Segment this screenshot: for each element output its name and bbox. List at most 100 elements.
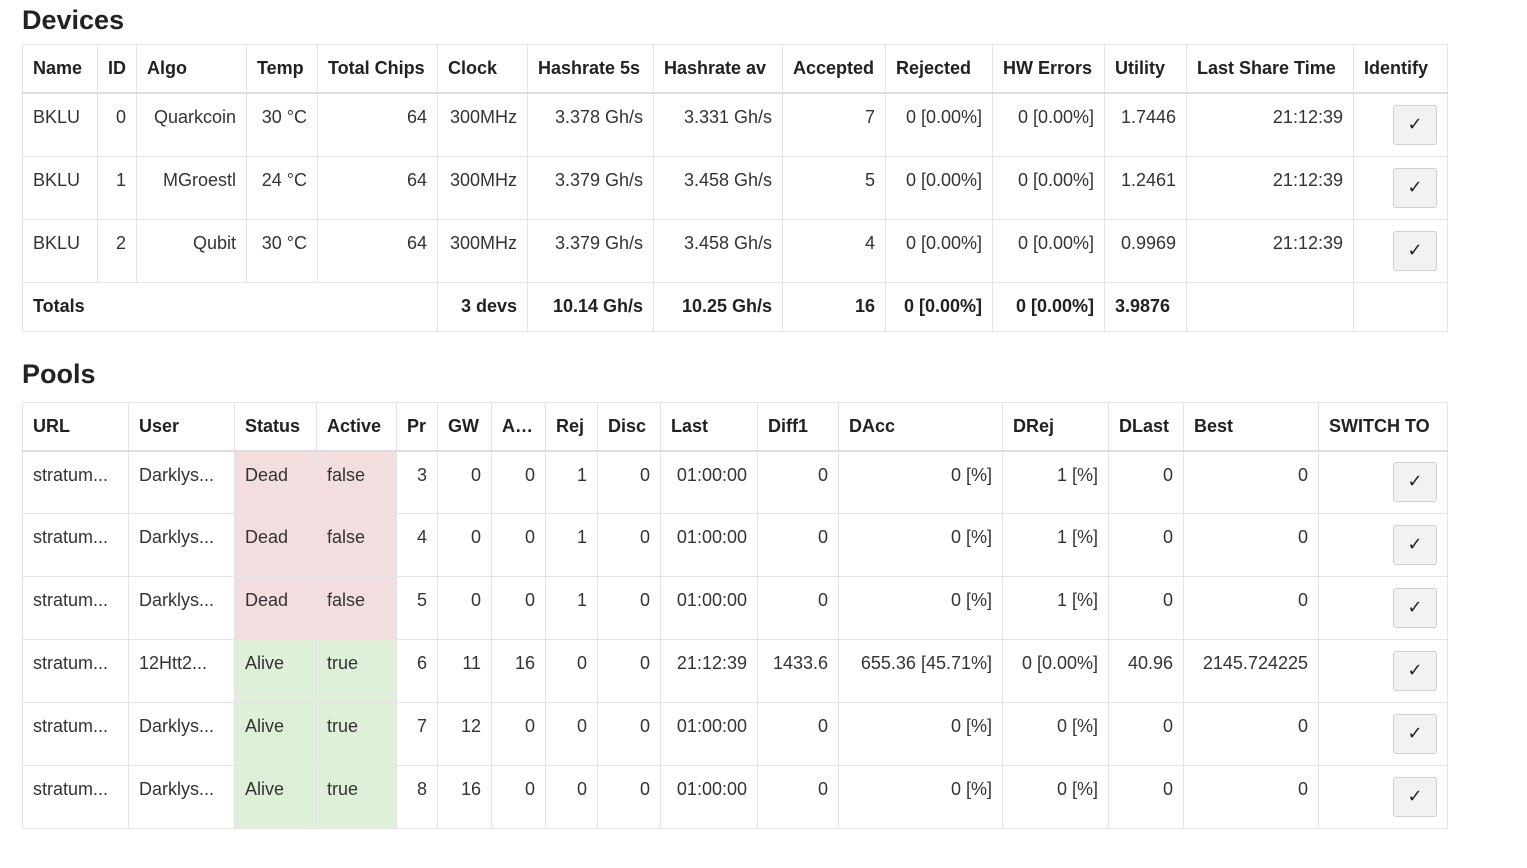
pool-dacc: 655.36 [45.71%] <box>838 639 1003 703</box>
col-id: ID <box>97 44 137 94</box>
device-clock: 300MHz <box>437 92 528 157</box>
identify-button[interactable]: ✓ <box>1393 230 1437 271</box>
switch-to-button[interactable]: ✓ <box>1393 462 1437 503</box>
devices-header-row: Name ID Algo Temp Total Chips Clock Hash… <box>22 44 1448 94</box>
pool-drej: 0 [0.00%] <box>1002 639 1109 703</box>
switch-cell: ✓ <box>1318 513 1448 577</box>
pool-url: stratum... <box>22 450 129 514</box>
pool-best: 2145.724225 <box>1183 639 1319 703</box>
switch-to-button[interactable]: ✓ <box>1393 588 1437 628</box>
col-hashrate-5s: Hashrate 5s <box>527 44 654 94</box>
totals-empty-cell <box>1186 281 1354 332</box>
device-chips: 64 <box>317 155 438 220</box>
switch-to-button[interactable]: ✓ <box>1393 525 1437 565</box>
pool-active: false <box>316 513 397 577</box>
col-total-chips: Total Chips <box>317 44 438 94</box>
pool-active: true <box>316 765 397 829</box>
col-active: Active <box>316 401 397 452</box>
pool-row: stratum... Darklys... Alive true 7 12 0 … <box>22 702 1448 766</box>
pool-priority: 6 <box>396 639 438 703</box>
totals-utility: 3.9876 <box>1104 281 1187 332</box>
pool-diff1: 0 <box>757 513 839 577</box>
device-algo: MGroestl <box>136 155 247 220</box>
device-hashrate-5s: 3.378 Gh/s <box>527 92 654 157</box>
pool-drej: 1 [%] <box>1002 513 1109 577</box>
pool-acc: 16 <box>491 639 546 703</box>
pool-last: 01:00:00 <box>660 702 758 766</box>
pool-user: Darklys... <box>128 765 235 829</box>
pool-dlast: 0 <box>1108 576 1184 640</box>
pool-row: stratum... Darklys... Dead false 4 0 0 1… <box>22 513 1448 577</box>
pool-priority: 4 <box>396 513 438 577</box>
pool-last: 21:12:39 <box>660 639 758 703</box>
switch-to-button[interactable]: ✓ <box>1393 714 1437 754</box>
col-user: User <box>128 401 235 452</box>
identify-cell: ✓ <box>1353 92 1448 157</box>
device-hashrate-5s: 3.379 Gh/s <box>527 155 654 220</box>
pool-active: false <box>316 450 397 514</box>
col-accepted: Accepted <box>782 44 886 94</box>
pool-diff1: 0 <box>757 702 839 766</box>
device-row: BKLU 0 Quarkcoin 30 °C 64 300MHz 3.378 G… <box>22 92 1448 157</box>
device-accepted: 5 <box>782 155 886 220</box>
pool-acc: 0 <box>491 513 546 577</box>
pool-best: 0 <box>1183 765 1319 829</box>
pool-status: Alive <box>234 702 317 766</box>
col-acc: Acc <box>491 401 546 452</box>
pool-user: Darklys... <box>128 576 235 640</box>
pool-gw: 16 <box>437 765 492 829</box>
device-hashrate-av: 3.331 Gh/s <box>653 92 783 157</box>
devices-heading: Devices <box>22 5 125 35</box>
pool-gw: 0 <box>437 576 492 640</box>
pool-gw: 0 <box>437 513 492 577</box>
device-last-share: 21:12:39 <box>1186 92 1354 157</box>
col-drej: DRej <box>1002 401 1109 452</box>
totals-hashrate-5s: 10.14 Gh/s <box>527 281 654 332</box>
pool-dlast: 0 <box>1108 702 1184 766</box>
pool-drej: 0 [%] <box>1002 702 1109 766</box>
identify-button[interactable]: ✓ <box>1393 167 1437 208</box>
pool-status: Dead <box>234 513 317 577</box>
device-algo: Qubit <box>136 218 247 283</box>
identify-cell: ✓ <box>1353 155 1448 220</box>
device-id: 1 <box>97 155 137 220</box>
pool-dlast: 0 <box>1108 450 1184 514</box>
pool-rej: 0 <box>545 765 598 829</box>
device-clock: 300MHz <box>437 218 528 283</box>
totals-label: Totals <box>22 281 438 332</box>
identify-button[interactable]: ✓ <box>1393 104 1437 145</box>
pool-dlast: 0 <box>1108 765 1184 829</box>
pool-status: Alive <box>234 639 317 703</box>
switch-cell: ✓ <box>1318 765 1448 829</box>
switch-to-button[interactable]: ✓ <box>1393 777 1437 817</box>
col-disc: Disc <box>597 401 661 452</box>
pool-gw: 11 <box>437 639 492 703</box>
device-chips: 64 <box>317 92 438 157</box>
device-hashrate-5s: 3.379 Gh/s <box>527 218 654 283</box>
devices-table: Name ID Algo Temp Total Chips Clock Hash… <box>22 44 1448 332</box>
pool-status: Dead <box>234 576 317 640</box>
device-name: BKLU <box>22 92 98 157</box>
pool-url: stratum... <box>22 513 129 577</box>
device-name: BKLU <box>22 155 98 220</box>
pool-diff1: 0 <box>757 765 839 829</box>
col-rejected: Rejected <box>885 44 993 94</box>
col-hashrate-av: Hashrate av <box>653 44 783 94</box>
device-name: BKLU <box>22 218 98 283</box>
col-name: Name <box>22 44 98 94</box>
device-clock: 300MHz <box>437 155 528 220</box>
pool-disc: 0 <box>597 513 661 577</box>
pool-last: 01:00:00 <box>660 450 758 514</box>
pool-gw: 12 <box>437 702 492 766</box>
pool-user: Darklys... <box>128 513 235 577</box>
pool-rej: 1 <box>545 450 598 514</box>
pool-active: true <box>316 702 397 766</box>
switch-to-button[interactable]: ✓ <box>1393 651 1437 691</box>
pools-heading: Pools <box>22 358 96 389</box>
pool-disc: 0 <box>597 765 661 829</box>
pool-dlast: 40.96 <box>1108 639 1184 703</box>
pool-dlast: 0 <box>1108 513 1184 577</box>
pool-rej: 0 <box>545 639 598 703</box>
pool-last: 01:00:00 <box>660 576 758 640</box>
col-utility: Utility <box>1104 44 1187 94</box>
